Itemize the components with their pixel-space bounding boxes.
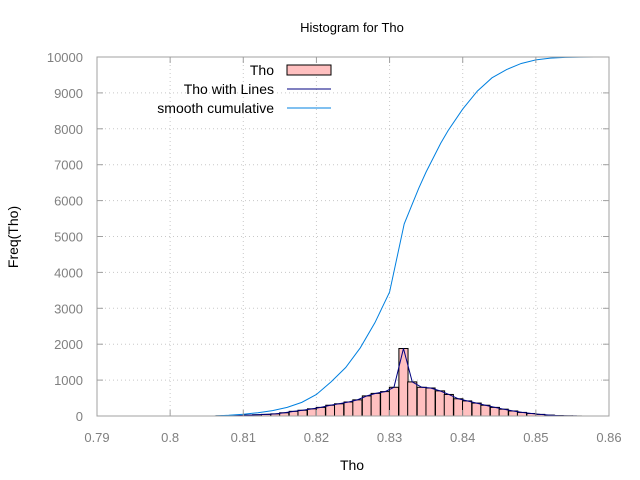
histogram-bar (471, 402, 482, 417)
histogram-bar (416, 386, 427, 417)
legend-label: Tho with Lines (184, 81, 274, 97)
histogram-bar (315, 406, 326, 417)
grid (97, 57, 609, 416)
y-tick-label: 1000 (54, 373, 83, 388)
histogram-bar (352, 399, 363, 417)
histogram-bar (306, 408, 318, 417)
y-axis-label: Freq(Tho) (5, 206, 21, 268)
legend-label: smooth cumulative (157, 100, 274, 116)
x-tick-label: 0.82 (304, 430, 329, 445)
histogram-bar (398, 348, 409, 417)
histogram-bar (443, 393, 454, 417)
legend-swatch-bars (286, 64, 332, 76)
lines-group (214, 56, 609, 417)
x-tick-label: 0.86 (596, 430, 621, 445)
y-tick-label: 0 (76, 409, 83, 424)
histogram-bar (453, 398, 464, 417)
histogram-bar (334, 403, 345, 417)
bars-group (215, 348, 582, 417)
y-ticks: 0 1000 2000 3000 4000 5000 6000 7000 8000 9000 100… (47, 50, 609, 424)
x-tick-label: 0.85 (523, 430, 548, 445)
x-tick-label: 0.84 (450, 430, 475, 445)
histogram-bar (343, 401, 354, 417)
x-ticks: 0.79 0.8 0.81 0.82 0.83 0.84 0.85 0.86 (84, 57, 622, 445)
histogram-bar (462, 400, 473, 417)
y-tick-label: 2000 (54, 337, 83, 352)
histogram-bar (370, 392, 381, 417)
y-tick-label: 9000 (54, 86, 83, 101)
x-tick-label: 0.81 (231, 430, 256, 445)
y-tick-label: 7000 (54, 158, 83, 173)
histogram-bar (480, 404, 491, 417)
legend-label: Tho (250, 62, 274, 78)
y-tick-label: 3000 (54, 301, 83, 316)
y-tick-label: 4000 (54, 265, 83, 280)
histogram-bar (325, 404, 336, 417)
histogram-bar (434, 390, 446, 417)
series-line-smooth-cumulative (214, 56, 609, 417)
y-tick-label: 5000 (54, 230, 83, 245)
y-tick-label: 8000 (54, 122, 83, 137)
x-tick-label: 0.8 (161, 430, 179, 445)
histogram-bar (361, 395, 372, 417)
y-tick-label: 6000 (54, 194, 83, 209)
x-tick-label: 0.79 (84, 430, 109, 445)
x-tick-label: 0.83 (377, 430, 402, 445)
series-line-tho-with-lines (220, 348, 577, 417)
histogram-bar (489, 406, 500, 417)
chart-title: Histogram for Tho (300, 20, 404, 35)
histogram-bar (425, 387, 436, 417)
legend: Tho Tho with Lines smooth cumulative (157, 62, 332, 116)
histogram-bar (407, 381, 418, 417)
x-axis-label: Tho (340, 457, 364, 473)
histogram-bar (380, 391, 391, 417)
y-tick-label: 10000 (47, 50, 83, 65)
histogram-bar (388, 386, 400, 417)
